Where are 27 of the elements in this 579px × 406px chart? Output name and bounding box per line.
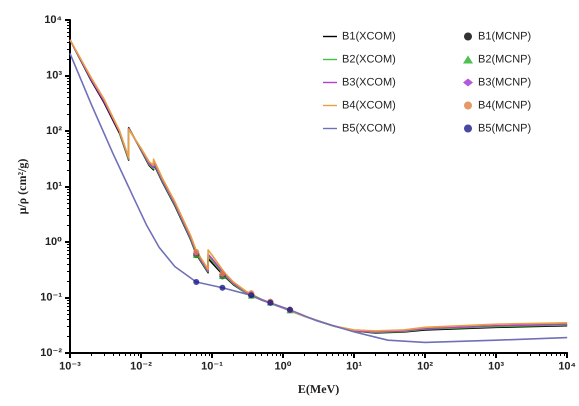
legend-label: B4(MCNP) bbox=[478, 100, 532, 112]
legend-label: B5(XCOM) bbox=[342, 122, 396, 134]
legend-label: B3(MCNP) bbox=[478, 76, 532, 88]
y-tick-label: 10¹ bbox=[46, 180, 62, 192]
legend-label: B1(MCNP) bbox=[478, 30, 532, 42]
x-tick-label: 10⁴ bbox=[558, 360, 576, 372]
y-axis-title: μ/ρ (cm²/g) bbox=[15, 158, 29, 214]
y-tick-label: 10³ bbox=[46, 70, 62, 82]
legend-label: B1(XCOM) bbox=[342, 30, 396, 42]
y-tick-label: 10⁴ bbox=[44, 14, 62, 26]
legend-label: B2(MCNP) bbox=[478, 54, 532, 66]
x-tick-label: 10¹ bbox=[346, 360, 362, 372]
legend-label: B4(XCOM) bbox=[342, 100, 396, 112]
x-tick-label: 10⁻³ bbox=[59, 360, 82, 372]
legend-label: B2(XCOM) bbox=[342, 54, 396, 66]
y-tick-label: 10² bbox=[46, 125, 62, 137]
y-tick-label: 10⁰ bbox=[44, 236, 62, 248]
y-tick-label: 10⁻¹ bbox=[40, 292, 62, 304]
x-axis-title: E(MeV) bbox=[298, 382, 340, 396]
legend-label: B3(XCOM) bbox=[342, 76, 396, 88]
y-tick-label: 10⁻² bbox=[40, 347, 62, 359]
x-tick-label: 10⁰ bbox=[274, 360, 292, 372]
x-tick-label: 10³ bbox=[488, 360, 504, 372]
x-tick-label: 10⁻² bbox=[130, 360, 152, 372]
legend-label: B5(MCNP) bbox=[478, 122, 532, 134]
x-tick-label: 10² bbox=[417, 360, 434, 372]
x-tick-label: 10⁻¹ bbox=[201, 360, 224, 372]
